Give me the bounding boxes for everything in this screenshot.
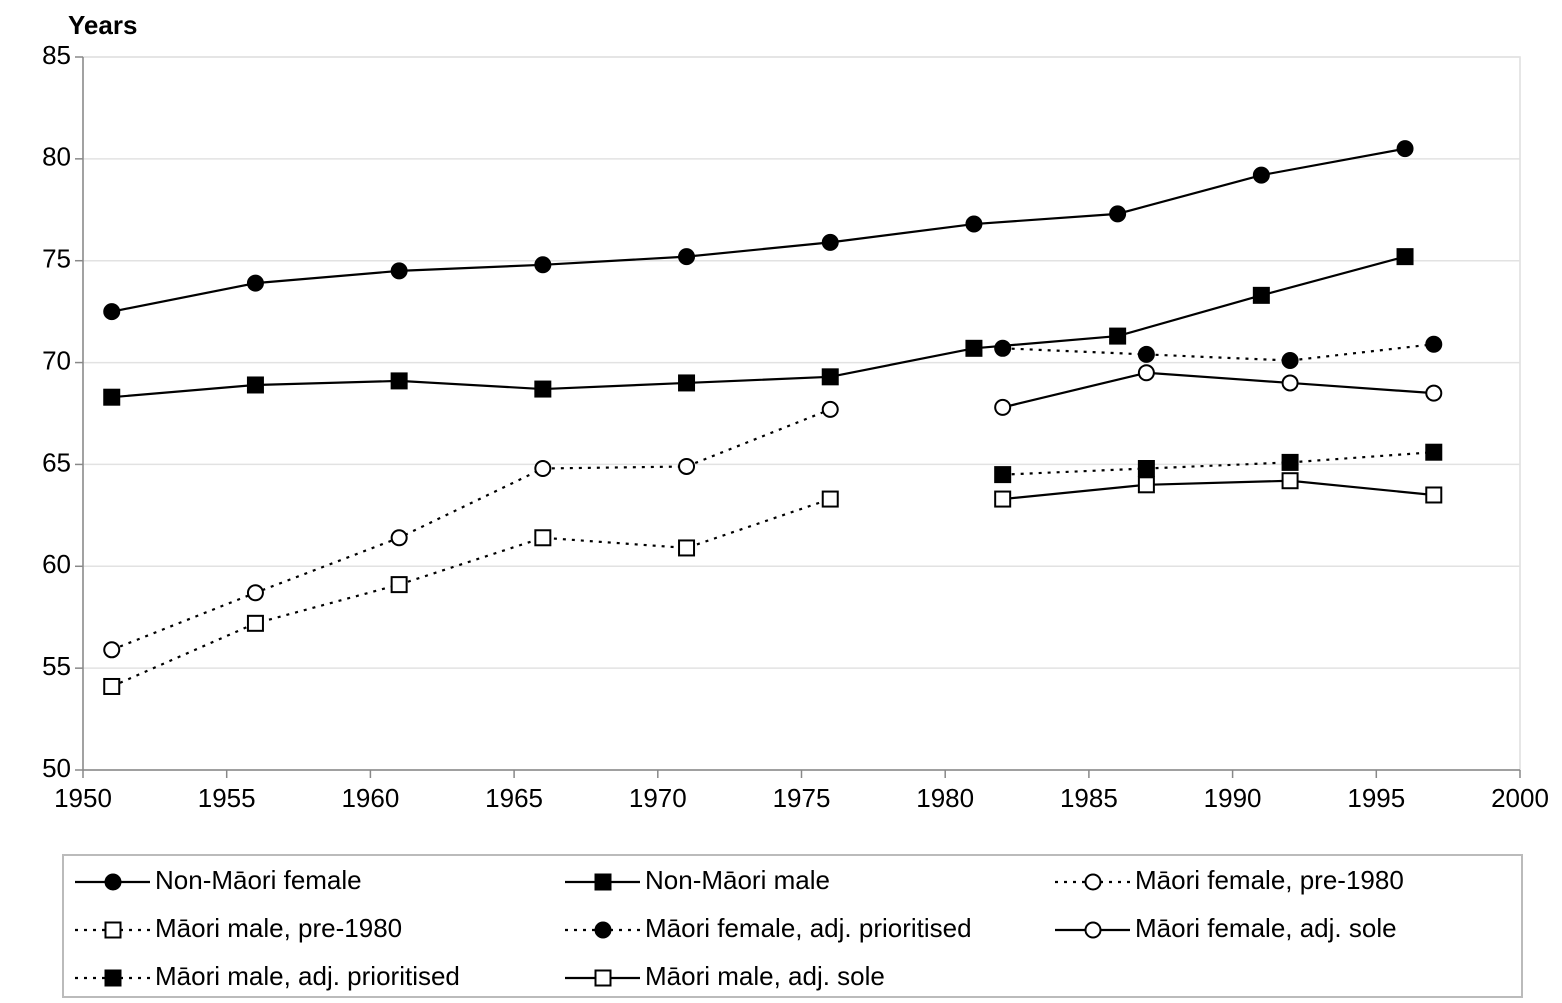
x-tick-label: 1980 bbox=[916, 783, 974, 813]
data-point bbox=[390, 262, 408, 280]
data-point bbox=[678, 374, 696, 392]
series-line bbox=[1002, 479, 1434, 501]
data-point bbox=[1281, 472, 1299, 490]
data-point bbox=[1425, 384, 1443, 402]
data-point bbox=[678, 539, 696, 557]
legend-marker bbox=[1084, 873, 1102, 891]
legend-marker bbox=[594, 969, 612, 987]
legend-marker bbox=[104, 969, 122, 987]
data-point bbox=[994, 466, 1012, 484]
series-line bbox=[111, 255, 1406, 399]
legend-marker bbox=[104, 921, 122, 939]
data-point bbox=[534, 380, 552, 398]
legend-label: Non-Māori male bbox=[645, 865, 830, 895]
data-point bbox=[1281, 453, 1299, 471]
data-point bbox=[821, 400, 839, 418]
legend-label: Māori female, adj. sole bbox=[1135, 913, 1397, 943]
legend-label: Māori male, pre-1980 bbox=[155, 913, 402, 943]
legend-box bbox=[62, 854, 1523, 998]
data-point bbox=[994, 339, 1012, 357]
x-tick-label: 1985 bbox=[1060, 783, 1118, 813]
legend-label: Māori female, adj. prioritised bbox=[645, 913, 972, 943]
y-tick-label: 50 bbox=[42, 753, 71, 783]
legend-marker bbox=[594, 873, 612, 891]
data-point bbox=[821, 368, 839, 386]
x-tick-label: 1990 bbox=[1204, 783, 1262, 813]
x-tick-label: 1975 bbox=[773, 783, 831, 813]
legend-label: Māori male, adj. prioritised bbox=[155, 961, 460, 991]
data-point bbox=[246, 584, 264, 602]
data-point bbox=[103, 303, 121, 321]
data-point bbox=[678, 457, 696, 475]
data-point bbox=[1137, 345, 1155, 363]
x-tick-label: 1965 bbox=[485, 783, 543, 813]
x-tick-label: 2000 bbox=[1491, 783, 1549, 813]
data-point bbox=[1137, 476, 1155, 494]
data-point bbox=[390, 576, 408, 594]
data-point bbox=[965, 215, 983, 233]
data-point bbox=[1396, 248, 1414, 266]
data-point bbox=[965, 339, 983, 357]
series-line bbox=[1002, 451, 1434, 476]
series-line bbox=[1002, 343, 1434, 362]
x-tick-label: 1970 bbox=[629, 783, 687, 813]
data-point bbox=[1425, 335, 1443, 353]
x-tick-label: 1995 bbox=[1347, 783, 1405, 813]
plot-border bbox=[82, 56, 1521, 771]
data-point bbox=[994, 398, 1012, 416]
legend-marker bbox=[1084, 921, 1102, 939]
series-line bbox=[111, 498, 831, 688]
data-point bbox=[994, 490, 1012, 508]
data-point bbox=[534, 256, 552, 274]
series-line bbox=[111, 147, 1406, 313]
y-tick-label: 75 bbox=[42, 244, 71, 274]
y-tick-label: 70 bbox=[42, 345, 71, 375]
series-line bbox=[111, 408, 831, 651]
y-tick-label: 65 bbox=[42, 447, 71, 477]
data-point bbox=[246, 376, 264, 394]
y-tick-label: 60 bbox=[42, 549, 71, 579]
data-point bbox=[821, 233, 839, 251]
y-tick-label: 80 bbox=[42, 142, 71, 172]
data-point bbox=[1425, 486, 1443, 504]
data-point bbox=[103, 388, 121, 406]
data-point bbox=[1281, 374, 1299, 392]
data-point bbox=[103, 641, 121, 659]
x-tick-label: 1960 bbox=[341, 783, 399, 813]
data-point bbox=[246, 614, 264, 632]
data-point bbox=[1109, 327, 1127, 345]
x-tick-label: 1955 bbox=[198, 783, 256, 813]
legend-marker bbox=[104, 873, 122, 891]
y-axis-label: Years bbox=[68, 10, 137, 40]
data-point bbox=[821, 490, 839, 508]
data-point bbox=[1252, 286, 1270, 304]
legend-label: Māori female, pre-1980 bbox=[1135, 865, 1404, 895]
y-tick-label: 85 bbox=[42, 40, 71, 70]
data-point bbox=[534, 460, 552, 478]
data-point bbox=[534, 529, 552, 547]
y-tick-label: 55 bbox=[42, 651, 71, 681]
data-point bbox=[1252, 166, 1270, 184]
data-point bbox=[1137, 460, 1155, 478]
data-point bbox=[390, 372, 408, 390]
data-point bbox=[1425, 443, 1443, 461]
legend-marker bbox=[594, 921, 612, 939]
data-point bbox=[1281, 352, 1299, 370]
data-point bbox=[246, 274, 264, 292]
legend-label: Māori male, adj. sole bbox=[645, 961, 885, 991]
data-point bbox=[678, 248, 696, 266]
data-point bbox=[1137, 364, 1155, 382]
series-line bbox=[1002, 371, 1434, 409]
data-point bbox=[1109, 205, 1127, 223]
data-point bbox=[103, 677, 121, 695]
legend-label: Non-Māori female bbox=[155, 865, 362, 895]
data-point bbox=[1396, 140, 1414, 158]
x-tick-label: 1950 bbox=[54, 783, 112, 813]
data-point bbox=[390, 529, 408, 547]
